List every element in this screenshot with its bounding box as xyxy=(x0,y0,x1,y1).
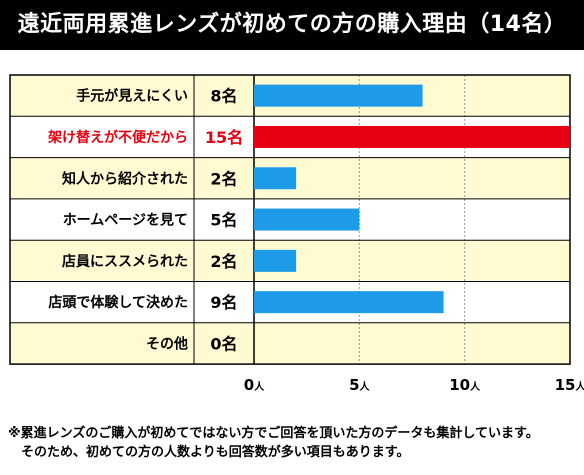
value-label: 0名 xyxy=(210,334,237,353)
value-label: 8名 xyxy=(210,87,237,106)
value-label: 5名 xyxy=(210,211,237,230)
x-tick-label: 15人 xyxy=(555,376,584,394)
title-bar: 遠近両用累進レンズが初めての方の購入理由（14名） xyxy=(0,0,584,50)
chart-title: 遠近両用累進レンズが初めての方の購入理由（14名） xyxy=(17,12,567,37)
bar xyxy=(254,208,360,231)
category-label: 店員にススメられた xyxy=(62,253,188,270)
footnote-line-1: ※累進レンズのご購入が初めてではない方でご回答を頂いた方のデータも集計しています… xyxy=(8,426,539,441)
x-tick-unit: 人 xyxy=(360,380,371,393)
x-tick-unit: 人 xyxy=(575,380,584,393)
category-label: 架け替えが不便だから xyxy=(47,129,188,146)
category-label: 店頭で体験して決めた xyxy=(48,294,188,311)
x-tick-label: 0人 xyxy=(244,376,265,394)
bar xyxy=(254,84,423,107)
x-tick-number: 15 xyxy=(555,376,576,394)
x-tick-unit: 人 xyxy=(470,380,481,393)
x-tick-number: 0 xyxy=(244,376,254,394)
bar xyxy=(254,125,570,148)
x-tick-label: 10人 xyxy=(449,376,481,394)
bar xyxy=(254,249,297,272)
value-label: 2名 xyxy=(210,252,237,271)
category-label: ホームページを見て xyxy=(63,213,188,229)
category-label: 知人から紹介された xyxy=(62,170,188,187)
chart-border xyxy=(9,74,571,365)
x-tick-label: 5人 xyxy=(349,376,370,394)
bar xyxy=(254,167,297,190)
category-label: その他 xyxy=(146,335,188,352)
footnote-line-2: そのため、初めての方の人数よりも回答数が多い項目もあります。 xyxy=(21,445,410,460)
value-label: 9名 xyxy=(210,293,237,312)
bar xyxy=(254,291,444,314)
row-background xyxy=(10,322,570,365)
x-tick-unit: 人 xyxy=(254,380,265,393)
x-tick-number: 5 xyxy=(349,376,359,394)
value-label: 15名 xyxy=(205,128,243,147)
x-tick-number: 10 xyxy=(449,376,470,394)
category-label: 手元が見えにくい xyxy=(76,88,188,105)
value-label: 2名 xyxy=(210,169,237,188)
footnote: ※累進レンズのご購入が初めてではない方でご回答を頂いた方のデータも集計しています… xyxy=(8,424,584,462)
